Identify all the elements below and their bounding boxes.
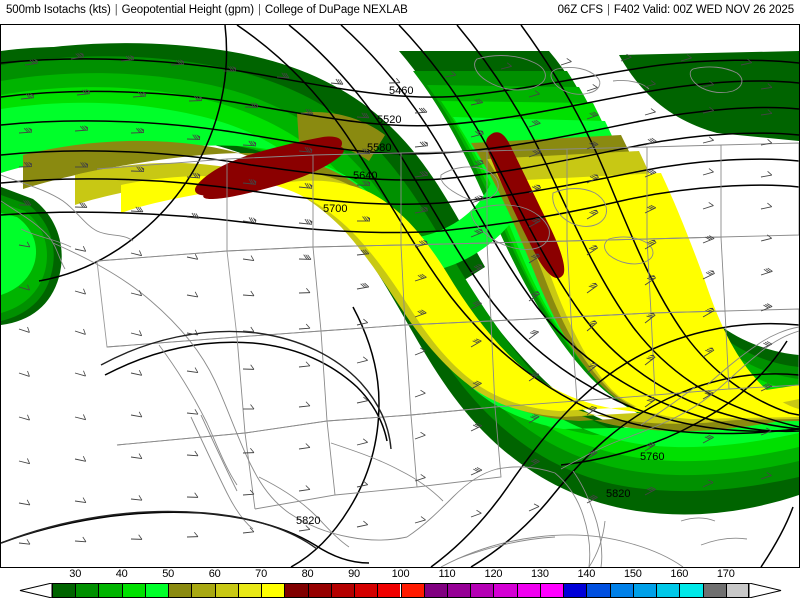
colorbar-swatch[interactable] bbox=[168, 583, 192, 598]
map-canvas[interactable]: 5460 5520 5580 5640 5700 5760 5820 5820 bbox=[0, 24, 800, 568]
header-separator-2: | bbox=[258, 4, 261, 16]
colorbar: 30 40 50 60 70 80 90 100 110 120 130 140 150 160 170 bbox=[0, 568, 800, 600]
colorbar-swatch[interactable] bbox=[516, 583, 540, 598]
colorbar-swatch[interactable] bbox=[539, 583, 564, 598]
colorbar-tick-label: 50 bbox=[162, 568, 175, 580]
colorbar-swatch[interactable] bbox=[237, 583, 262, 598]
map-svg: 5460 5520 5580 5640 5700 5760 5820 5820 bbox=[1, 25, 799, 567]
header-valid-time: Valid: 00Z WED NOV 26 2025 bbox=[642, 4, 794, 16]
colorbar-tick-label: 60 bbox=[208, 568, 221, 580]
height-contour-label: 5460 bbox=[389, 85, 413, 97]
colorbar-tick-label: 100 bbox=[391, 568, 410, 580]
header-separator-3: | bbox=[606, 4, 610, 16]
colorbar-tick-label: 170 bbox=[716, 568, 735, 580]
height-contour-label: 5520 bbox=[377, 114, 401, 126]
colorbar-tick-label: 140 bbox=[577, 568, 596, 580]
colorbar-swatch[interactable] bbox=[563, 583, 587, 598]
height-contour-label: 5640 bbox=[353, 170, 377, 182]
colorbar-swatch[interactable] bbox=[446, 583, 471, 598]
colorbar-swatch[interactable] bbox=[191, 583, 215, 598]
colorbar-tick-label: 80 bbox=[301, 568, 314, 580]
header-right-text: 06Z CFS | F402 Valid: 00Z WED NOV 26 2025 bbox=[558, 4, 794, 16]
colorbar-swatch[interactable] bbox=[330, 583, 355, 598]
colorbar-tick-labels: 30 40 50 60 70 80 90 100 110 120 130 140 150 160 170 bbox=[0, 568, 800, 582]
colorbar-swatch[interactable] bbox=[377, 583, 401, 598]
header-left-text: 500mb Isotachs (kts) | Geopotential Height… bbox=[6, 4, 408, 16]
colorbar-swatch[interactable] bbox=[144, 583, 169, 598]
colorbar-arrows bbox=[19, 583, 782, 598]
colorbar-swatch[interactable] bbox=[354, 583, 378, 598]
height-contours bbox=[1, 25, 799, 567]
contour-labels: 5460 5520 5580 5640 5700 5760 5820 5820 bbox=[296, 85, 664, 527]
geography bbox=[1, 55, 799, 567]
colorbar-swatch[interactable] bbox=[702, 583, 726, 598]
colorbar-swatch[interactable] bbox=[609, 583, 633, 598]
height-contour-label: 5700 bbox=[323, 203, 347, 215]
colorbar-swatch[interactable] bbox=[632, 583, 657, 598]
height-contour-label: 5760 bbox=[640, 451, 664, 463]
header-product: 500mb Isotachs (kts) bbox=[6, 4, 111, 16]
colorbar-swatches[interactable] bbox=[0, 583, 800, 598]
colorbar-tick-label: 90 bbox=[348, 568, 360, 580]
colorbar-tick-label: 160 bbox=[670, 568, 689, 580]
colorbar-swatch[interactable] bbox=[586, 583, 610, 598]
colorbar-swatch[interactable] bbox=[98, 583, 122, 598]
colorbar-swatch[interactable] bbox=[400, 583, 424, 598]
colorbar-swatch[interactable] bbox=[725, 583, 749, 598]
height-contour-label: 5580 bbox=[367, 142, 391, 154]
colorbar-swatch[interactable] bbox=[214, 583, 238, 598]
colorbar-swatch[interactable] bbox=[75, 583, 99, 598]
colorbar-swatch[interactable] bbox=[284, 583, 308, 598]
height-contour-label: 5820 bbox=[296, 515, 320, 527]
colorbar-tick-label: 70 bbox=[255, 568, 268, 580]
colorbar-swatch[interactable] bbox=[423, 583, 447, 598]
colorbar-swatch[interactable] bbox=[261, 583, 285, 598]
national-borders bbox=[1, 330, 392, 550]
colorbar-tick-label: 40 bbox=[115, 568, 128, 580]
colorbar-tick-label: 130 bbox=[531, 568, 549, 580]
height-contour-label: 5820 bbox=[606, 488, 630, 500]
colorbar-swatch[interactable] bbox=[470, 583, 494, 598]
colorbar-swatch[interactable] bbox=[493, 583, 517, 598]
header-model-run: 06Z CFS bbox=[557, 4, 603, 16]
header-separator-1: | bbox=[114, 4, 118, 16]
colorbar-swatch[interactable] bbox=[121, 583, 145, 598]
header-field: Geopotential Height (gpm) bbox=[121, 4, 255, 16]
map-header: 500mb Isotachs (kts) | Geopotential Height… bbox=[0, 0, 800, 24]
colorbar-tick-label: 110 bbox=[438, 568, 456, 580]
colorbar-swatch[interactable] bbox=[679, 583, 703, 598]
colorbar-tick-label: 150 bbox=[623, 568, 642, 580]
colorbar-tick-label: 30 bbox=[69, 568, 82, 580]
header-source: College of DuPage NEXLAB bbox=[264, 4, 408, 16]
colorbar-swatch[interactable] bbox=[307, 583, 331, 598]
header-forecast-hour: F402 bbox=[613, 4, 640, 16]
colorbar-swatch[interactable] bbox=[656, 583, 680, 598]
colorbar-swatch[interactable] bbox=[52, 583, 76, 598]
colorbar-tick-label: 120 bbox=[484, 568, 503, 580]
